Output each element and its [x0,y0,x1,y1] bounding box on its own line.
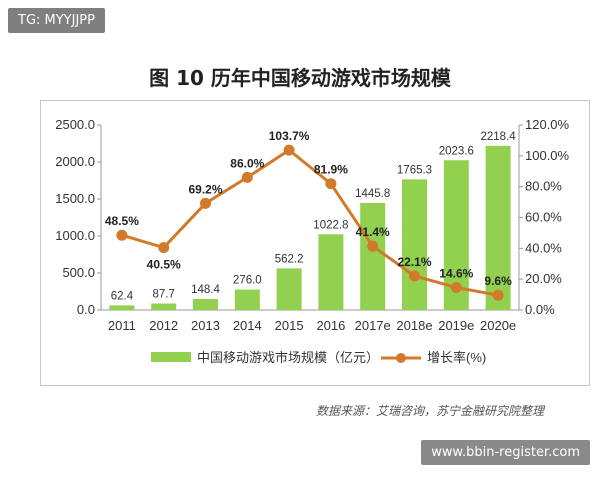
y-right-tick-label: 20.0% [525,271,562,286]
bar [151,303,177,310]
bar-value-label: 148.4 [191,284,220,296]
bar-value-label: 1445.8 [355,188,390,200]
bar-value-label: 276.0 [233,275,262,287]
y-right-tick-label: 0.0% [525,302,555,317]
bar [109,305,135,310]
bar-value-label: 62.4 [111,290,134,302]
growth-point [158,242,170,254]
x-tick-label: 2015 [275,318,304,333]
growth-value-label: 48.5% [105,214,139,228]
growth-value-label: 14.6% [439,266,473,280]
growth-line [121,148,499,297]
bar-value-label: 562.2 [275,253,304,265]
y-right-tick-label: 60.0% [525,210,562,225]
legend-bar-swatch [151,352,191,362]
growth-point [283,144,295,156]
bar-value-label: 87.7 [153,289,175,301]
x-tick-label: 2014 [233,318,262,333]
growth-value-label: 81.9% [314,163,348,177]
tag-label: TG: MYYJJPP [8,8,105,33]
y-right-tick-label: 80.0% [525,179,562,194]
combo-chart: 0.0 500.0 1000.0 1500.0 2000.0 2500.0 0.0% 20.0… [55,117,570,365]
growth-point [200,197,211,209]
growth-value-label: 103.7% [269,129,310,143]
x-tick-label: 2012 [149,318,178,333]
bar [234,289,260,310]
legend-bar-label: 中国移动游戏市场规模（亿元） [197,350,379,365]
chart-title: 图 10 历年中国移动游戏市场规模 [149,66,451,90]
x-tick-label: 2019e [438,318,474,333]
growth-point [367,240,379,252]
growth-point [116,229,128,241]
growth-value-label: 41.4% [356,225,390,239]
x-tick-label: 2020e [480,318,516,333]
growth-point [409,270,420,282]
growth-point [450,281,462,293]
watermark: www.bbin-register.com [421,440,590,465]
growth-value-label: 86.0% [230,156,264,170]
growth-point [241,171,253,183]
growth-value-label: 9.6% [484,274,512,288]
x-tick-label: 2018e [396,318,432,333]
growth-point [492,289,504,301]
y-left-tick-label: 500.0 [62,265,95,280]
y-right-tick-label: 120.0% [525,117,570,132]
bar [193,299,218,310]
growth-point [325,178,337,190]
y-left-tick-label: 0.0 [77,302,95,317]
y-right-tick-label: 40.0% [525,240,562,255]
bar-value-label: 1765.3 [397,164,432,176]
bar [276,268,302,310]
y-right-tick-label: 100.0% [525,148,570,163]
y-left-tick-label: 2000.0 [55,154,95,169]
chart-frame: 0.0 500.0 1000.0 1500.0 2000.0 2500.0 0.0% 20.0… [40,100,590,386]
growth-value-label: 22.1% [397,255,431,269]
bar [485,145,511,310]
y-left-tick-label: 2500.0 [55,117,95,132]
data-source: 数据来源：艾瑞咨询，苏宁金融研究院整理 [315,404,544,418]
bar-value-label: 2218.4 [481,131,517,143]
y-left-tick-label: 1500.0 [55,191,95,206]
legend-line-label: 增长率(%) [427,350,486,365]
bar-value-label: 1022.8 [313,219,348,231]
bar-value-label: 2023.6 [439,145,474,157]
bar [360,203,386,310]
legend-line-marker [396,353,406,363]
growth-value-label: 69.2% [188,182,222,196]
y-left-tick-label: 1000.0 [55,228,95,243]
x-tick-label: 2011 [108,318,136,333]
x-tick-label: 2016 [316,318,345,333]
bar [402,179,427,310]
x-tick-label: 2013 [191,318,220,333]
growth-value-label: 40.5% [147,258,181,272]
x-tick-label: 2017e [355,318,391,333]
bar [318,234,344,310]
